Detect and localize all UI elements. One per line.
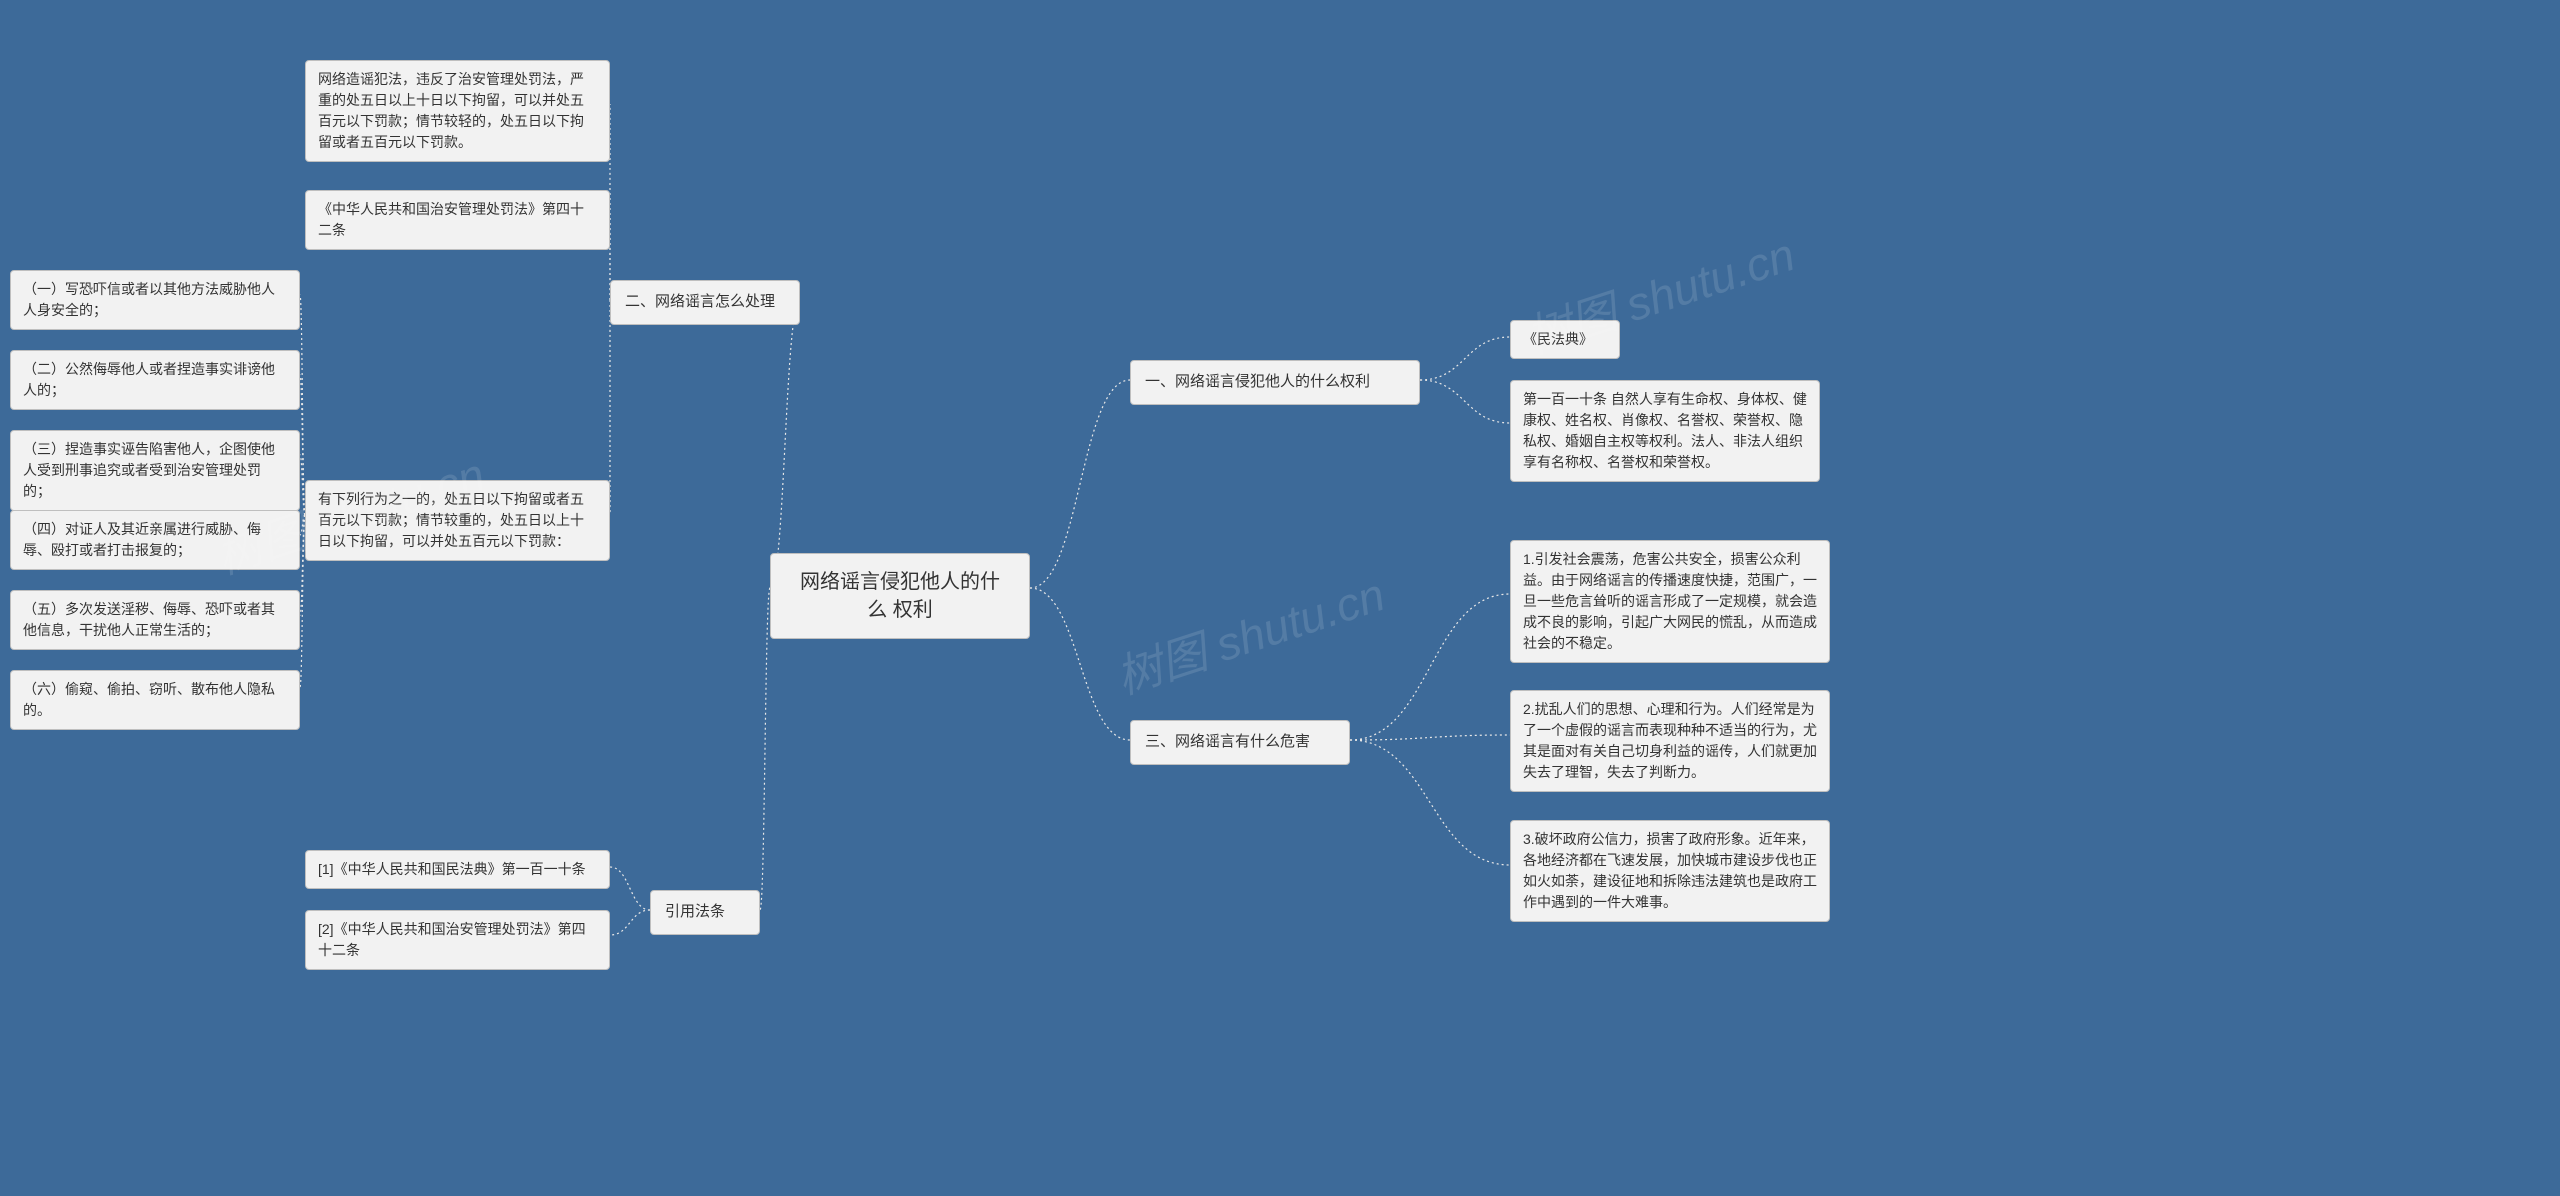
leaf-r3c2: 2.扰乱人们的思想、心理和行为。人们经常是为了一个虚假的谣言而表现种种不适当的行… xyxy=(1510,690,1830,792)
branch-r1: 一、网络谣言侵犯他人的什么权利 xyxy=(1130,360,1420,405)
watermark: 树图 shutu.cn xyxy=(1107,559,1392,708)
leaf-l4c2: [2]《中华人民共和国治安管理处罚法》第四十二条 xyxy=(305,910,610,970)
leaf-l2c3a: （一）写恐吓信或者以其他方法威胁他人人身安全的； xyxy=(10,270,300,330)
leaf-l2c2: 《中华人民共和国治安管理处罚法》第四十二条 xyxy=(305,190,610,250)
leaf-l2c1: 网络造谣犯法，违反了治安管理处罚法，严重的处五日以上十日以下拘留，可以并处五百元… xyxy=(305,60,610,162)
leaf-r3c3: 3.破坏政府公信力，损害了政府形象。近年来，各地经济都在飞速发展，加快城市建设步… xyxy=(1510,820,1830,922)
branch-r3: 三、网络谣言有什么危害 xyxy=(1130,720,1350,765)
branch-l4: 引用法条 xyxy=(650,890,760,935)
root-node: 网络谣言侵犯他人的什么 权利 xyxy=(770,553,1030,639)
branch-l2: 二、网络谣言怎么处理 xyxy=(610,280,800,325)
leaf-l2c3d: （四）对证人及其近亲属进行威胁、侮辱、殴打或者打击报复的； xyxy=(10,510,300,570)
leaf-r3c1: 1.引发社会震荡，危害公共安全，损害公众利益。由于网络谣言的传播速度快捷，范围广… xyxy=(1510,540,1830,663)
leaf-l2c3e: （五）多次发送淫秽、侮辱、恐吓或者其他信息，干扰他人正常生活的； xyxy=(10,590,300,650)
leaf-l2c3b: （二）公然侮辱他人或者捏造事实诽谤他人的； xyxy=(10,350,300,410)
leaf-l2c3f: （六）偷窥、偷拍、窃听、散布他人隐私的。 xyxy=(10,670,300,730)
leaf-l2c3: 有下列行为之一的，处五日以下拘留或者五百元以下罚款；情节较重的，处五日以上十日以… xyxy=(305,480,610,561)
leaf-r1c1: 《民法典》 xyxy=(1510,320,1620,359)
leaf-r1c2: 第一百一十条 自然人享有生命权、身体权、健康权、姓名权、肖像权、名誉权、荣誉权、… xyxy=(1510,380,1820,482)
connectors-layer xyxy=(0,0,2560,1196)
leaf-l4c1: [1]《中华人民共和国民法典》第一百一十条 xyxy=(305,850,610,889)
leaf-l2c3c: （三）捏造事实诬告陷害他人，企图使他人受到刑事追究或者受到治安管理处罚的； xyxy=(10,430,300,511)
